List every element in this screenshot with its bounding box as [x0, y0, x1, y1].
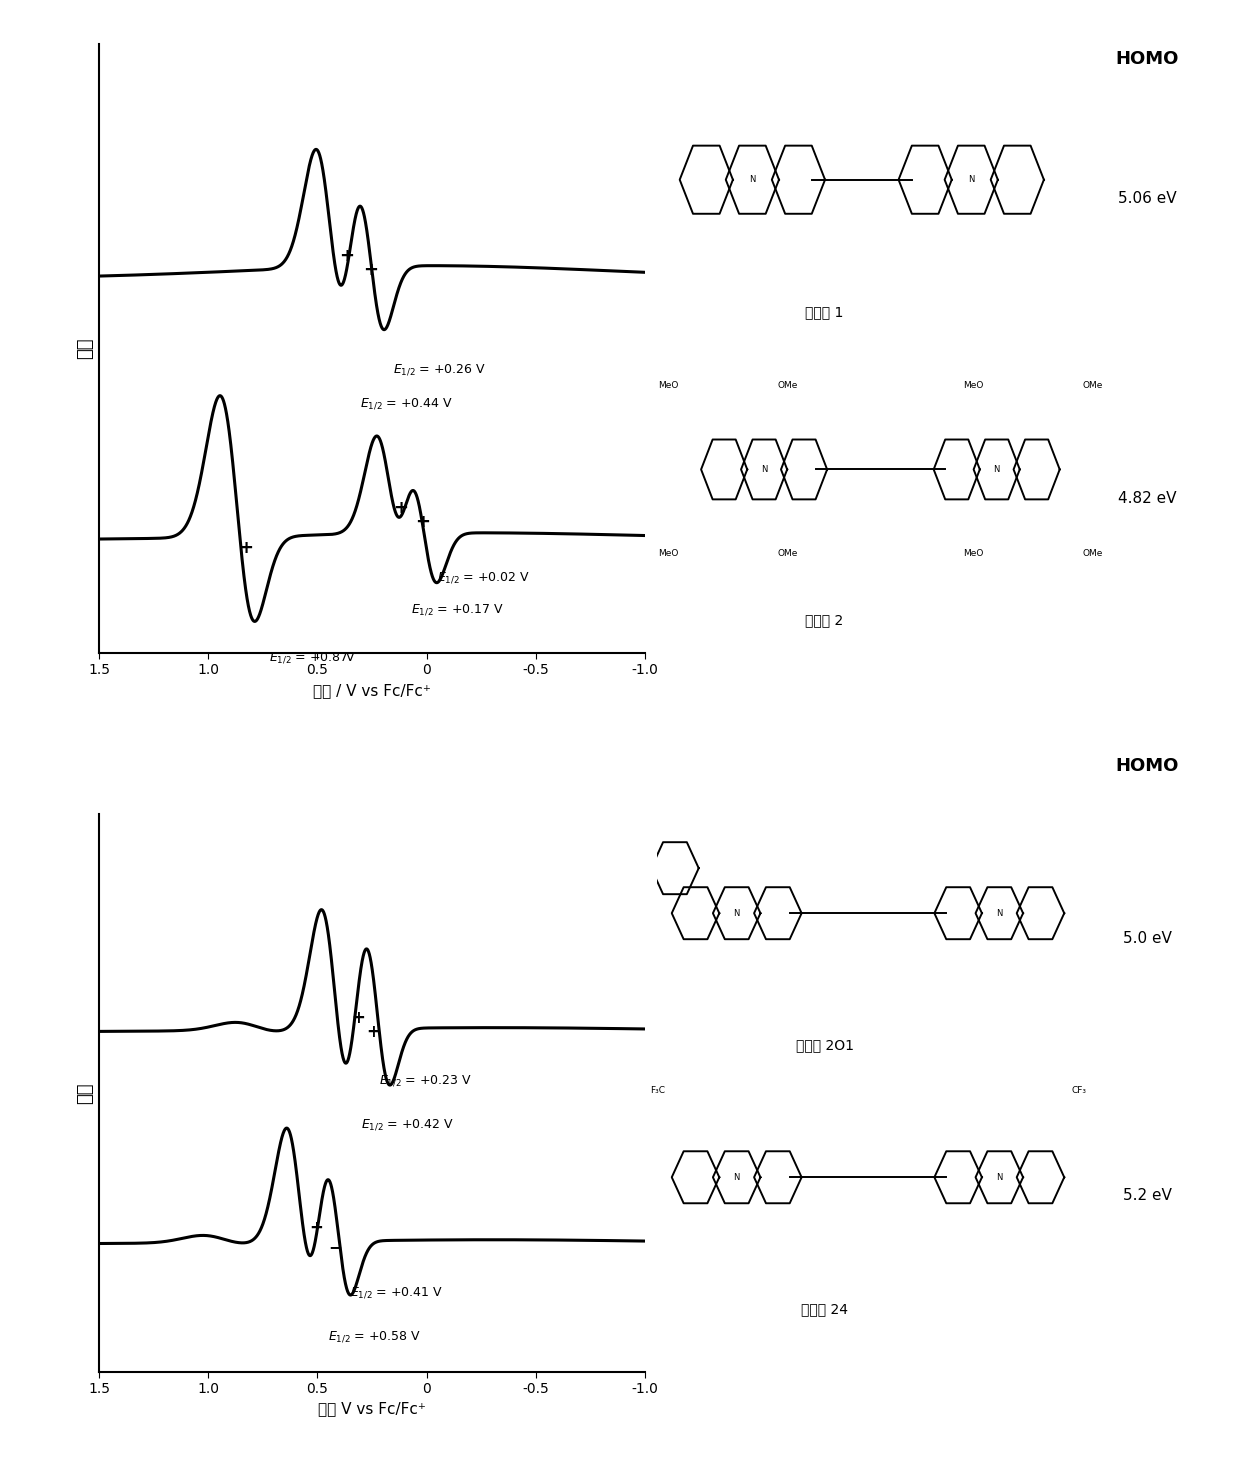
Text: $E_{1/2}$ = +0.02 V: $E_{1/2}$ = +0.02 V: [438, 571, 531, 585]
Text: 4.82 eV: 4.82 eV: [1117, 491, 1177, 506]
Y-axis label: 电流: 电流: [76, 1083, 94, 1103]
Text: $E_{1/2}$ = +0.23 V: $E_{1/2}$ = +0.23 V: [378, 1074, 471, 1089]
Text: N: N: [749, 175, 755, 185]
Text: $E_{1/2}$ = +0.26 V: $E_{1/2}$ = +0.26 V: [393, 362, 485, 377]
Text: 5.2 eV: 5.2 eV: [1122, 1188, 1172, 1203]
Text: HOMO: HOMO: [1115, 50, 1179, 67]
X-axis label: 电压 V vs Fc/Fc⁺: 电压 V vs Fc/Fc⁺: [319, 1401, 425, 1417]
Text: OMe: OMe: [1083, 549, 1102, 557]
Text: OMe: OMe: [777, 549, 797, 557]
Text: $E_{1/2}$ = +0.41 V: $E_{1/2}$ = +0.41 V: [350, 1285, 444, 1300]
Text: MeO: MeO: [963, 381, 983, 390]
Text: +: +: [366, 1022, 379, 1040]
Text: +: +: [340, 248, 355, 266]
Text: +: +: [238, 540, 253, 557]
Text: 化合物 2O1: 化合物 2O1: [796, 1039, 853, 1053]
Text: MeO: MeO: [963, 549, 983, 557]
Y-axis label: 电流: 电流: [76, 337, 94, 359]
Text: $E_{1/2}$ = +0.58 V: $E_{1/2}$ = +0.58 V: [329, 1329, 422, 1344]
Text: +: +: [351, 1009, 365, 1027]
Text: MeO: MeO: [658, 549, 678, 557]
Text: $E_{1/2}$ = +0.44 V: $E_{1/2}$ = +0.44 V: [360, 396, 453, 411]
Text: HOMO: HOMO: [1115, 757, 1179, 775]
Text: N: N: [734, 1172, 740, 1182]
Text: $E_{1/2}$ = +0.87V: $E_{1/2}$ = +0.87V: [269, 651, 356, 666]
Text: N: N: [996, 1172, 1002, 1182]
Text: N: N: [761, 465, 768, 474]
Text: 化合物 24: 化合物 24: [801, 1303, 848, 1317]
Text: +: +: [393, 499, 408, 518]
Text: N: N: [993, 465, 999, 474]
Text: OMe: OMe: [777, 381, 797, 390]
Text: N: N: [968, 175, 975, 185]
Text: OMe: OMe: [1083, 381, 1102, 390]
Text: +: +: [363, 261, 378, 279]
Text: 化合物 2: 化合物 2: [806, 613, 843, 628]
Text: $E_{1/2}$ = +0.17 V: $E_{1/2}$ = +0.17 V: [412, 601, 505, 616]
Text: N: N: [996, 908, 1002, 918]
Text: 5.06 eV: 5.06 eV: [1117, 191, 1177, 205]
Text: CF₃: CF₃: [1071, 1086, 1086, 1094]
Text: +: +: [414, 513, 430, 531]
Text: N: N: [734, 908, 740, 918]
Text: MeO: MeO: [658, 381, 678, 390]
Text: 5.0 eV: 5.0 eV: [1122, 932, 1172, 946]
Text: 化合物 1: 化合物 1: [806, 305, 843, 320]
X-axis label: 电压 / V vs Fc/Fc⁺: 电压 / V vs Fc/Fc⁺: [312, 682, 432, 698]
Text: $E_{1/2}$ = +0.42 V: $E_{1/2}$ = +0.42 V: [361, 1116, 454, 1131]
Text: +: +: [310, 1219, 324, 1237]
Text: F₃C: F₃C: [650, 1086, 665, 1094]
Text: −: −: [327, 1238, 342, 1256]
